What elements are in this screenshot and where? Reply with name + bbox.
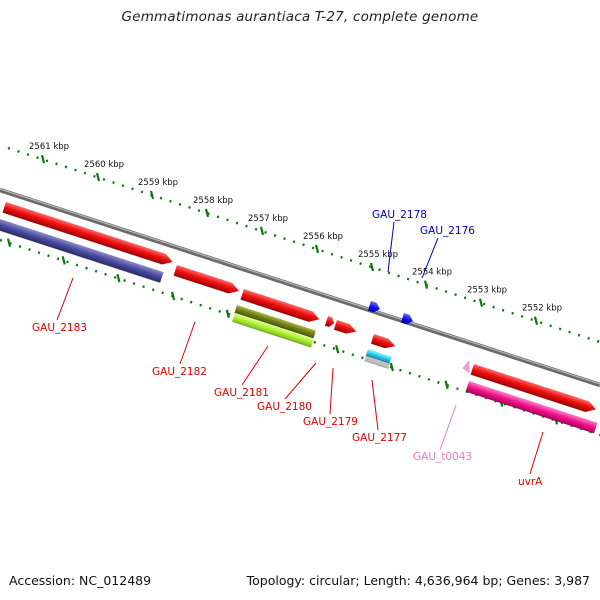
gene-features — [0, 202, 598, 434]
inner-scale-tick — [6, 238, 12, 247]
scale-tick-label: 2553 kbp — [467, 286, 507, 296]
genome-backbone — [0, 187, 600, 388]
accession-text: Accession: NC_012489 — [9, 573, 152, 588]
gene-gau-2181[interactable] — [240, 289, 321, 324]
gene-gau-2177-grey[interactable] — [364, 356, 390, 369]
inner-scale-tick — [225, 309, 230, 318]
inner-scale-tick — [335, 344, 340, 354]
gene-label-gau-2182[interactable]: GAU_2182 — [152, 366, 207, 378]
scale-tick — [149, 190, 155, 200]
gene-label-gau-2180[interactable]: GAU_2180 — [257, 401, 312, 413]
inner-scale-tick — [61, 256, 66, 265]
scale-tick — [533, 316, 539, 325]
scale-tick — [204, 208, 210, 218]
leader-line-gau-2182 — [179, 321, 196, 365]
gene-gau-2182[interactable] — [173, 265, 241, 296]
inner-scale-tick — [171, 291, 176, 301]
genome-summary-text: Topology: circular; Length: 4,636,964 bp… — [246, 573, 590, 588]
leader-line-gau-2177 — [371, 379, 379, 431]
gene-labels: GAU_2183 GAU_2182 GAU_2181 GAU_2180 GAU_2179… — [32, 209, 544, 488]
leader-line-gau-2180 — [284, 362, 317, 400]
leader-line-gau-2179 — [329, 367, 334, 415]
gene-uvra-forward[interactable] — [470, 364, 598, 415]
scale-tick — [478, 298, 484, 307]
scale-tick — [423, 280, 429, 289]
leader-line-uvra — [529, 431, 544, 475]
gene-uvra[interactable] — [465, 381, 598, 434]
scale-tick-label: 2555 kbp — [358, 250, 398, 260]
scale-tick-label: 2554 kbp — [412, 268, 452, 278]
scale-tick — [40, 154, 46, 164]
gene-label-gau-2179[interactable]: GAU_2179 — [303, 416, 358, 428]
scale-tick — [259, 226, 265, 236]
inner-scale-tick — [444, 380, 449, 390]
gene-gau-2183-upper[interactable] — [2, 202, 175, 267]
scale-tick-label: 2559 kbp — [138, 178, 178, 188]
scale-tick-label: 2560 kbp — [84, 160, 124, 170]
gene-label-gau-2183[interactable]: GAU_2183 — [32, 322, 87, 334]
gene-gau-2179[interactable] — [333, 320, 358, 336]
gene-gau-t0043[interactable] — [462, 360, 470, 374]
gene-label-uvra[interactable]: uvrA — [518, 476, 543, 488]
scale-tick-label: 2558 kbp — [193, 196, 233, 206]
map-title: Gemmatimonas aurantiaca T-27, complete g… — [121, 9, 479, 25]
leader-line-gau-t0043 — [439, 404, 457, 451]
outer-scale-line — [7, 146, 600, 344]
outer-scale: 2561 kbp 2560 kbp 2559 kbp 2558 kbp 2557 kbp… — [7, 142, 600, 344]
leader-line-gau-2183 — [56, 277, 74, 321]
inner-scale-tick — [389, 362, 394, 372]
gene-gau-2177[interactable] — [370, 334, 397, 351]
scale-tick-label: 2557 kbp — [248, 214, 288, 224]
gene-label-gau-2178[interactable]: GAU_2178 — [372, 209, 427, 221]
scale-tick — [369, 262, 375, 272]
leader-line-gau-2176 — [421, 237, 439, 279]
scale-tick-label: 2552 kbp — [522, 304, 562, 314]
scale-tick — [314, 244, 320, 254]
gene-gau-2179-a[interactable] — [324, 316, 336, 328]
scale-tick — [95, 172, 101, 182]
gene-label-gau-2181[interactable]: GAU_2181 — [214, 387, 269, 399]
gene-label-gau-t0043[interactable]: GAU_t0043 — [413, 451, 472, 463]
gene-label-gau-2176[interactable]: GAU_2176 — [420, 225, 475, 237]
gene-gau-2180-olive[interactable] — [234, 305, 316, 339]
inner-scale-tick — [116, 273, 121, 283]
gene-gau-2177-cyan[interactable] — [365, 349, 392, 364]
scale-tick-label: 2561 kbp — [29, 142, 69, 152]
gene-gau-2176[interactable] — [400, 313, 415, 326]
gene-gau-2178[interactable] — [367, 301, 382, 314]
leader-line-gau-2178 — [387, 221, 395, 273]
gene-label-gau-2177[interactable]: GAU_2177 — [352, 432, 407, 444]
leader-line-gau-2181 — [241, 345, 269, 386]
gene-gau-2180[interactable] — [232, 313, 314, 348]
gene-gau-2183[interactable] — [0, 219, 164, 284]
scale-tick-label: 2556 kbp — [303, 232, 343, 242]
